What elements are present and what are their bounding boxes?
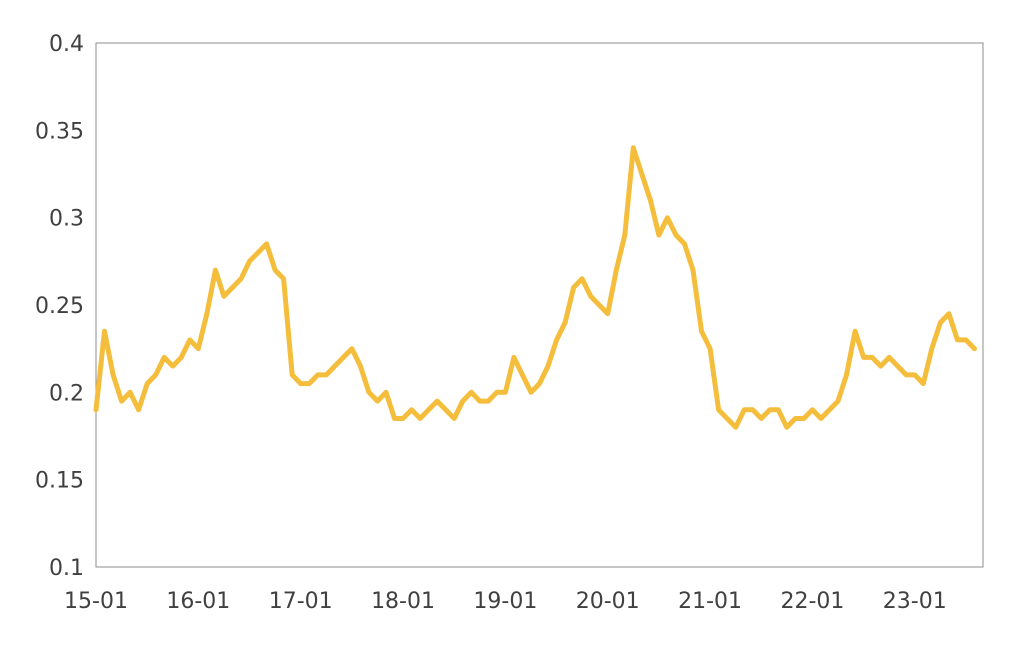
x-tick-label: 23-01	[883, 589, 947, 614]
x-tick-label: 16-01	[166, 589, 230, 614]
y-tick-label: 0.1	[49, 556, 84, 581]
plot-frame	[95, 42, 984, 568]
x-tick-label: 21-01	[678, 589, 742, 614]
series-line	[93, 145, 977, 430]
plot-area: 0.1 0.15 0.2 0.25 0.3 0.35 0.4 15-01 16-01 17-01 1…	[35, 32, 984, 614]
x-tick-label: 17-01	[269, 589, 333, 614]
x-tick-label: 18-01	[371, 589, 435, 614]
y-tick-label: 0.2	[49, 381, 84, 406]
y-tick-label: 0.35	[35, 119, 84, 144]
y-tick-label: 0.3	[49, 207, 84, 232]
x-tick-label: 20-01	[576, 589, 640, 614]
y-tick-label: 0.25	[35, 294, 84, 319]
y-tick-label: 0.4	[49, 32, 84, 57]
x-tick-label: 22-01	[780, 589, 844, 614]
x-tick-label: 15-01	[64, 589, 128, 614]
y-tick-label: 0.15	[35, 469, 84, 494]
x-tick-label: 19-01	[473, 589, 537, 614]
